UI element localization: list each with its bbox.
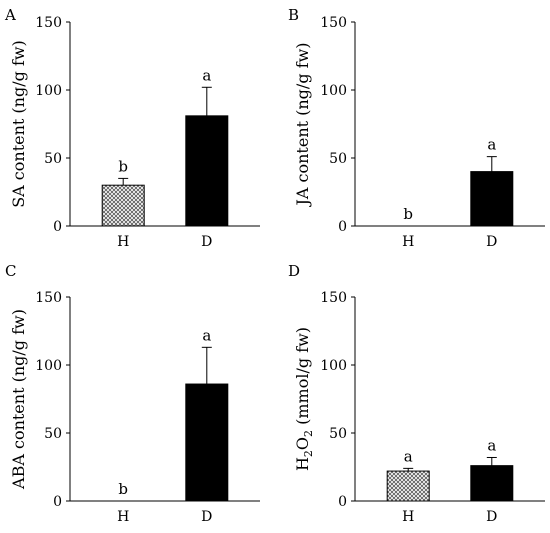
y-axis-label: ABA content (ng/g fw) (9, 309, 28, 490)
significance-label: a (404, 447, 413, 465)
x-tick-label: D (486, 509, 497, 525)
y-tick-label: 150 (320, 15, 347, 31)
y-tick-label: 50 (44, 151, 62, 167)
panel-letter: B (288, 6, 299, 24)
x-tick-label: D (201, 509, 212, 525)
bar-d (470, 171, 514, 227)
x-tick-label: H (402, 509, 414, 525)
y-tick-label: 100 (320, 358, 347, 374)
bar-d (185, 383, 229, 502)
significance-label: b (118, 480, 128, 498)
y-axis-label: SA content (ng/g fw) (9, 40, 28, 208)
significance-label: a (487, 436, 496, 454)
significance-label: a (202, 326, 211, 344)
panel-c: C ABA content (ng/g fw) 0 50 100 150 bHa D (5, 262, 260, 525)
y-tick-label: 0 (53, 219, 62, 235)
y-tick-label: 0 (338, 494, 347, 510)
y-tick-label: 0 (338, 219, 347, 235)
y-tick-label: 50 (329, 426, 347, 442)
y-axis-label: H2O2 (mmol/g fw) (293, 327, 315, 471)
y-tick-label: 50 (329, 151, 347, 167)
x-tick-label: H (117, 234, 129, 250)
y-tick-label: 150 (320, 290, 347, 306)
panel-a: A SA content (ng/g fw) 0 50 100 150 b Ha D (4, 6, 260, 250)
significance-label: b (118, 157, 128, 175)
x-tick-label: H (402, 234, 414, 250)
x-tick-label: H (117, 509, 129, 525)
y-axis-label: JA content (ng/g fw) (293, 42, 312, 207)
panel-letter: C (5, 262, 16, 280)
significance-label: a (202, 66, 211, 84)
panel-d: D H2O2 (mmol/g fw) 0 50 100 150 a Ha D (288, 262, 545, 525)
significance-label: b (403, 205, 413, 223)
x-tick-label: D (201, 234, 212, 250)
y-tick-label: 0 (53, 494, 62, 510)
y-tick-label: 100 (35, 83, 62, 99)
bar-d (470, 465, 514, 502)
y-tick-label: 100 (320, 83, 347, 99)
bar-h (101, 184, 145, 227)
panel-letter: A (4, 6, 16, 24)
y-tick-label: 150 (35, 290, 62, 306)
significance-label: a (487, 136, 496, 154)
bar-d (185, 115, 229, 227)
panel-letter: D (288, 262, 300, 280)
y-tick-label: 50 (44, 426, 62, 442)
panel-b: B JA content (ng/g fw) 0 50 100 150 bHa D (288, 6, 545, 250)
x-tick-label: D (486, 234, 497, 250)
y-tick-label: 100 (35, 358, 62, 374)
y-tick-label: 150 (35, 15, 62, 31)
bar-h (386, 470, 430, 502)
